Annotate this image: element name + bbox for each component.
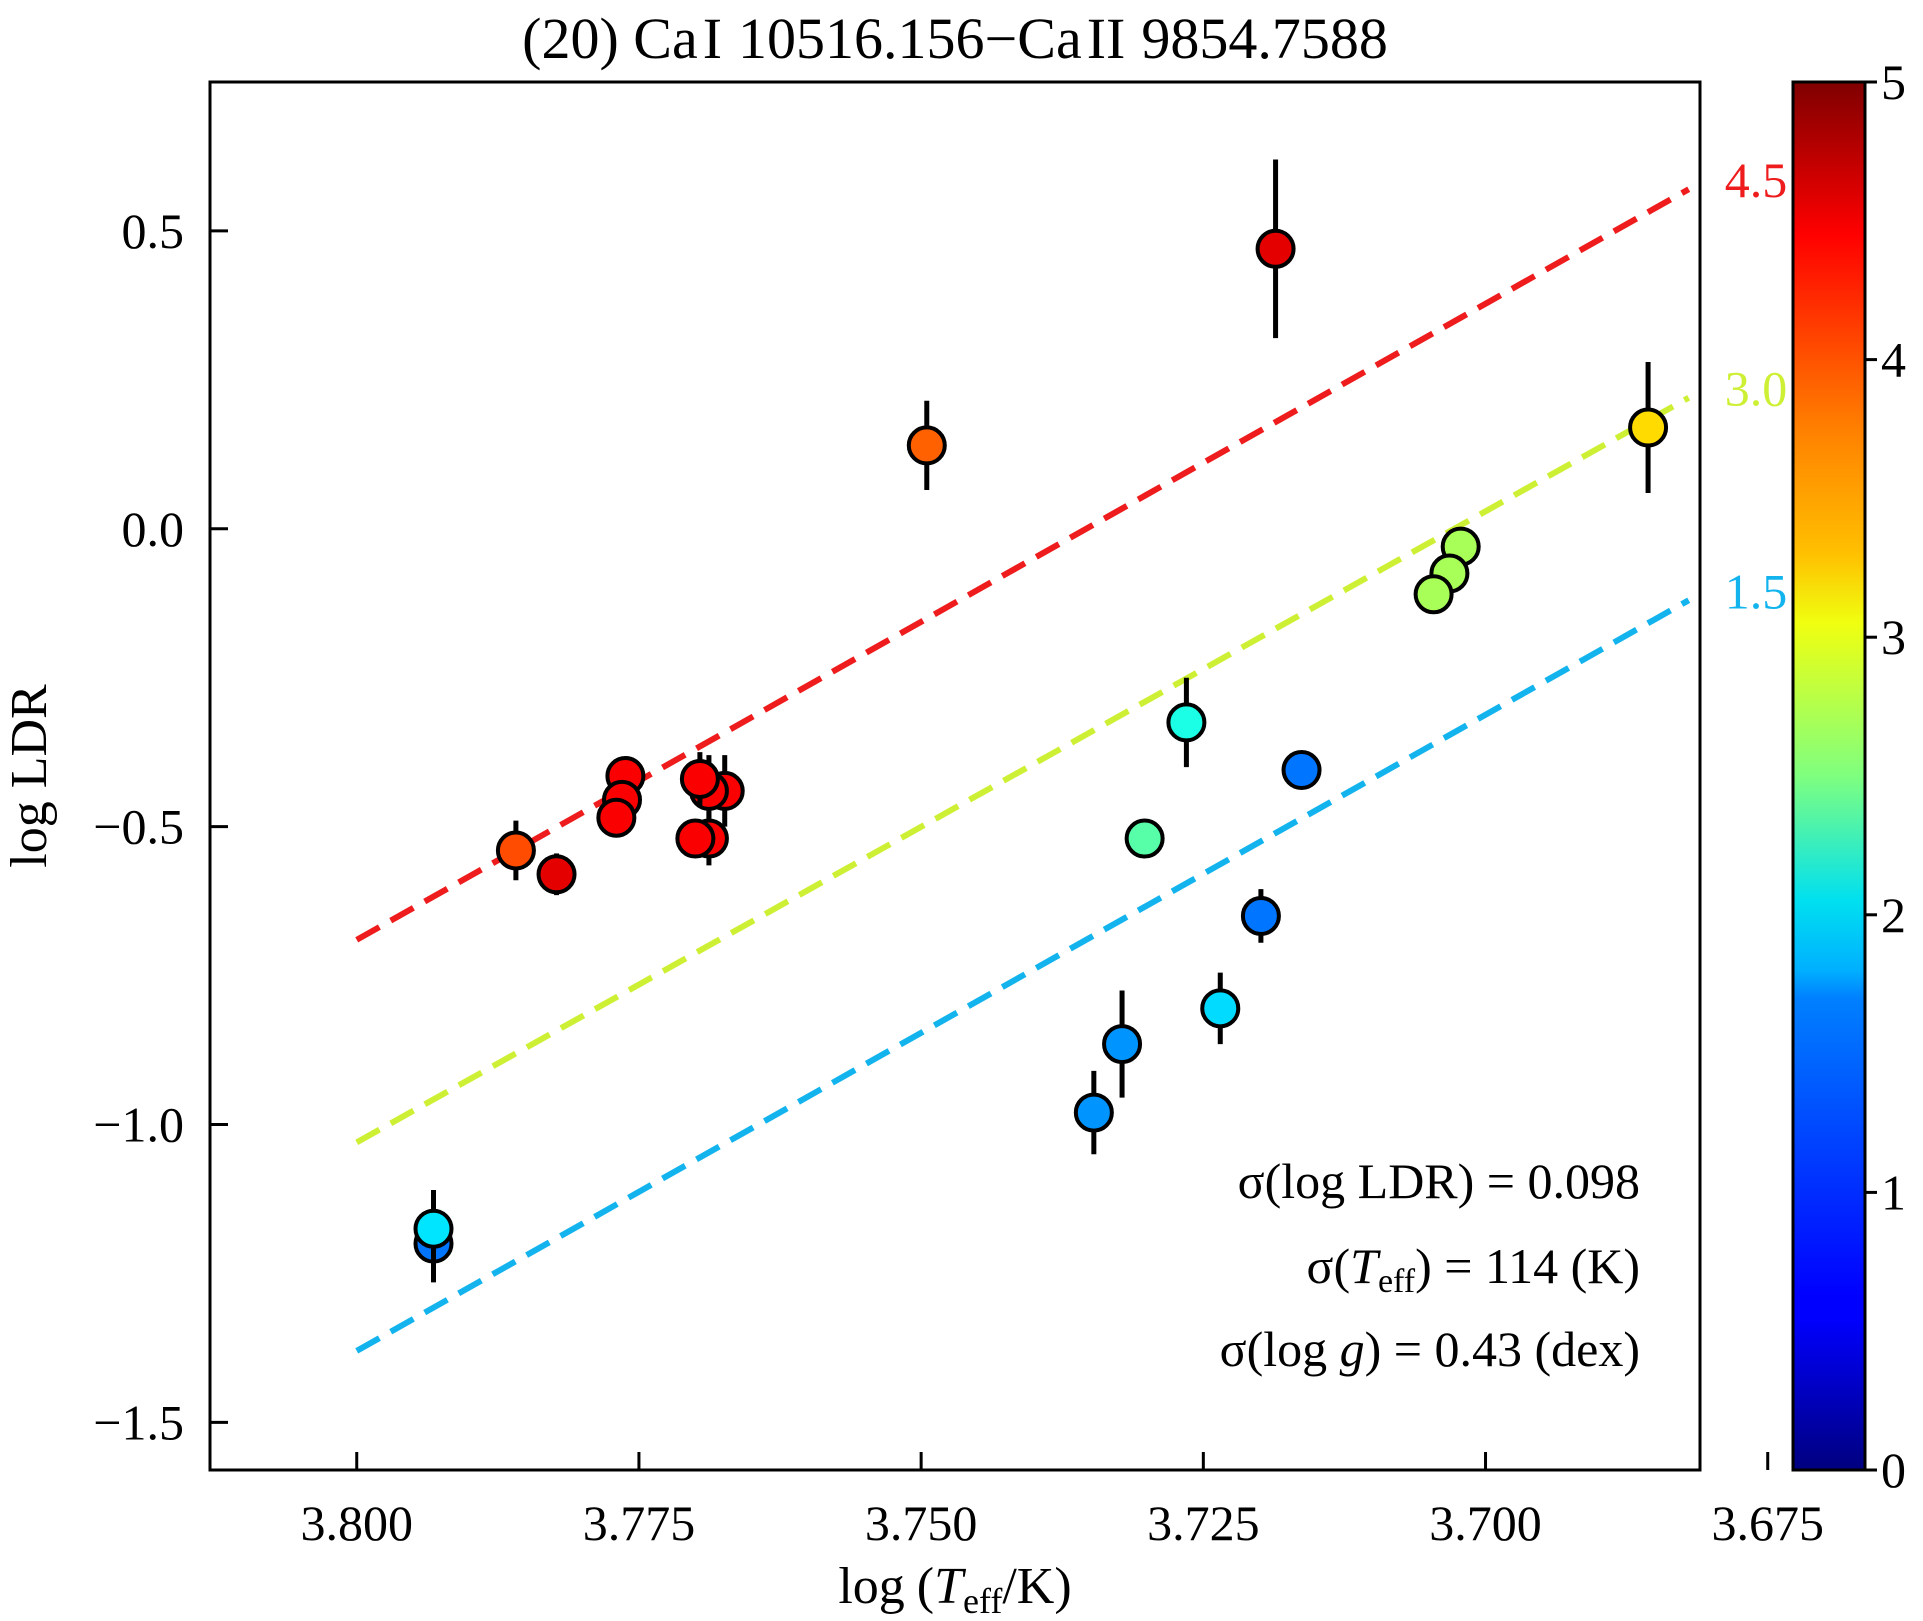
data-point <box>413 1208 454 1249</box>
data-points <box>413 159 1669 1283</box>
data-point <box>1073 1092 1114 1133</box>
data-point <box>679 758 720 799</box>
colorbar-ticks: 0 1 2 3 4 5 <box>1865 54 1906 1498</box>
data-point <box>1200 988 1241 1029</box>
colorbar-tick-label: 0 <box>1881 1442 1906 1498</box>
reference-line-label: 4.5 <box>1725 152 1788 208</box>
y-tick-label: 0.5 <box>122 203 185 259</box>
sigma-logldr-annotation: σ(log LDR) = 0.098 <box>1238 1153 1640 1209</box>
x-tick-label: 3.750 <box>865 1495 978 1551</box>
sigma-logg-annotation: σ(log g) = 0.43 (dex) <box>1220 1321 1640 1377</box>
plot-frame <box>208 80 1702 1472</box>
data-point <box>1166 702 1207 743</box>
data-point <box>1628 407 1669 448</box>
y-tick-label: 0.0 <box>122 501 185 557</box>
data-point <box>906 425 947 466</box>
chart-title: (20) CaI 10516.156−CaII 9854.7588 <box>522 6 1388 71</box>
x-axis-ticks: 3.800 3.775 3.750 3.725 3.700 3.675 <box>300 1452 1824 1551</box>
data-point <box>536 854 577 895</box>
colorbar-tick-label: 1 <box>1881 1164 1906 1220</box>
colorbar-tick-label: 3 <box>1881 609 1906 665</box>
data-point <box>1240 895 1281 936</box>
reference-line-logg-4.5 <box>355 186 1691 943</box>
y-axis-ticks: 0.5 0.0 −0.5 −1.0 −1.5 <box>93 203 228 1450</box>
y-tick-label: −1.0 <box>93 1096 184 1152</box>
y-tick-label: −1.5 <box>93 1394 184 1450</box>
data-point <box>675 818 716 859</box>
data-point <box>1124 818 1165 859</box>
reference-line-label: 1.5 <box>1725 563 1788 619</box>
x-tick-label: 3.700 <box>1429 1495 1542 1551</box>
y-tick-label: −0.5 <box>93 799 184 855</box>
reference-line-logg-1.5 <box>355 597 1691 1354</box>
reference-line-logg-3.0 <box>355 395 1691 1145</box>
data-point <box>1281 750 1322 791</box>
reference-lines <box>355 186 1691 1354</box>
x-tick-label: 3.725 <box>1147 1495 1260 1551</box>
reference-line-label: 3.0 <box>1725 361 1788 417</box>
y-axis-label: log LDR <box>1 684 58 868</box>
data-point <box>596 797 637 838</box>
x-axis-label: log (Teff/K) <box>838 1558 1071 1621</box>
x-tick-label: 3.800 <box>300 1495 413 1551</box>
colorbar-tick-label: 2 <box>1881 887 1906 943</box>
x-tick-label: 3.775 <box>583 1495 696 1551</box>
colorbar-tick-label: 5 <box>1881 54 1906 110</box>
sigma-teff-annotation: σ(Teff) = 114 (K) <box>1307 1238 1640 1300</box>
data-point <box>1255 228 1296 269</box>
data-point <box>1102 1024 1143 1065</box>
data-point <box>1413 574 1454 615</box>
colorbar-tick-label: 4 <box>1881 332 1906 388</box>
reference-line-labels: 4.5 3.0 1.5 <box>1725 152 1788 619</box>
x-tick-label: 3.675 <box>1711 1495 1824 1551</box>
colorbar <box>1791 80 1867 1472</box>
data-point <box>495 830 536 871</box>
